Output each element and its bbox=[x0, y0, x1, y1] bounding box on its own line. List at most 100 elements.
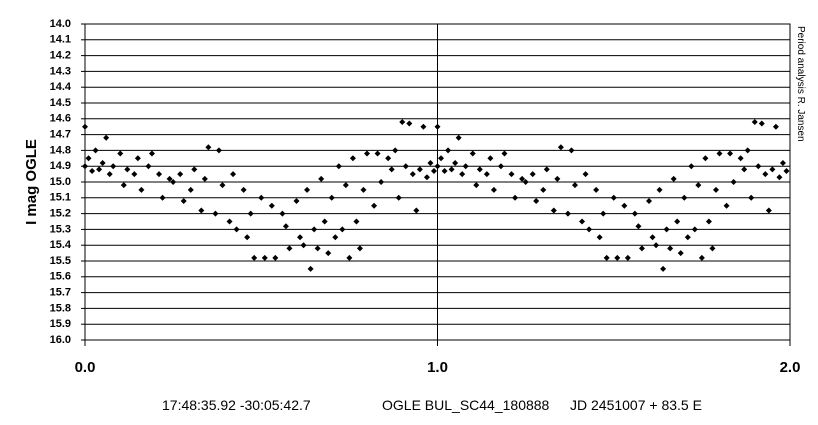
y-tick-label: 15.7 bbox=[50, 287, 71, 299]
data-point bbox=[603, 254, 610, 261]
data-point bbox=[120, 182, 127, 189]
data-point bbox=[297, 234, 304, 241]
y-axis-label: I mag OGLE bbox=[23, 139, 40, 225]
data-point bbox=[758, 120, 765, 127]
data-point bbox=[487, 155, 494, 162]
data-point bbox=[660, 265, 667, 272]
data-point bbox=[621, 202, 628, 209]
data-point bbox=[663, 226, 670, 233]
y-tick-label: 14.5 bbox=[50, 97, 71, 109]
data-point bbox=[649, 234, 656, 241]
data-point bbox=[667, 245, 674, 252]
footer-ephemeris: JD 2451007 + 83.5 E bbox=[570, 397, 702, 413]
y-tick-label: 15.2 bbox=[50, 208, 71, 220]
y-tick-label: 16.0 bbox=[50, 334, 71, 346]
data-point bbox=[681, 194, 688, 201]
data-point bbox=[610, 194, 617, 201]
data-point bbox=[201, 175, 208, 182]
data-point bbox=[392, 147, 399, 154]
data-point bbox=[727, 150, 734, 157]
data-point bbox=[445, 147, 452, 154]
data-point bbox=[170, 179, 177, 185]
data-point bbox=[674, 218, 681, 225]
data-point bbox=[360, 186, 367, 193]
data-point bbox=[395, 194, 402, 201]
data-point bbox=[328, 194, 335, 201]
data-point bbox=[438, 155, 445, 162]
data-point bbox=[748, 194, 755, 201]
data-point bbox=[519, 175, 526, 182]
data-point bbox=[99, 160, 106, 167]
data-point bbox=[765, 207, 772, 214]
data-point bbox=[279, 210, 286, 217]
data-point bbox=[730, 179, 737, 185]
data-point bbox=[430, 167, 437, 174]
data-point bbox=[741, 166, 748, 173]
data-point bbox=[769, 166, 776, 173]
data-point bbox=[304, 186, 311, 193]
data-point bbox=[378, 179, 385, 185]
data-point bbox=[230, 171, 237, 178]
data-point bbox=[346, 254, 353, 261]
data-point bbox=[409, 171, 416, 178]
y-tick-label: 14.7 bbox=[50, 129, 71, 141]
y-tick-label: 14.9 bbox=[50, 160, 71, 172]
data-point bbox=[413, 207, 420, 214]
data-point bbox=[550, 207, 557, 214]
data-point bbox=[762, 171, 769, 178]
data-point bbox=[635, 223, 642, 230]
data-point bbox=[423, 174, 430, 181]
data-point bbox=[420, 123, 427, 130]
y-tick-label: 15.1 bbox=[50, 192, 71, 204]
data-point bbox=[737, 155, 744, 162]
data-point bbox=[138, 186, 145, 193]
y-tick-label: 15.4 bbox=[50, 239, 72, 251]
data-point bbox=[103, 134, 110, 141]
data-point bbox=[695, 182, 702, 189]
data-point bbox=[653, 242, 660, 249]
data-point bbox=[744, 147, 751, 154]
data-point bbox=[117, 150, 124, 157]
data-point bbox=[646, 197, 652, 204]
y-tick-label: 14.8 bbox=[50, 144, 71, 156]
data-point bbox=[293, 197, 300, 204]
data-point bbox=[462, 163, 469, 170]
data-point bbox=[82, 123, 88, 130]
data-point bbox=[311, 226, 318, 233]
data-point bbox=[688, 163, 695, 170]
data-point bbox=[529, 171, 536, 178]
data-point bbox=[244, 234, 251, 241]
data-point bbox=[751, 118, 758, 125]
data-point bbox=[89, 167, 96, 174]
data-point bbox=[533, 197, 540, 204]
data-point bbox=[705, 218, 712, 225]
data-point bbox=[385, 155, 392, 162]
y-tick-label: 15.9 bbox=[50, 318, 71, 330]
data-point bbox=[483, 171, 490, 178]
data-point bbox=[282, 223, 289, 230]
data-point bbox=[251, 254, 258, 261]
data-point bbox=[459, 171, 466, 178]
data-point bbox=[124, 166, 131, 173]
data-point bbox=[779, 160, 786, 167]
data-point bbox=[512, 194, 519, 201]
data-point bbox=[325, 250, 332, 257]
data-point bbox=[399, 118, 406, 125]
data-point bbox=[339, 226, 346, 233]
y-tick-label: 15.6 bbox=[50, 271, 71, 283]
data-point bbox=[557, 144, 564, 151]
data-point bbox=[469, 150, 476, 157]
data-point bbox=[335, 163, 342, 170]
y-tick-label: 15.5 bbox=[50, 255, 71, 267]
data-point bbox=[434, 123, 441, 130]
data-point bbox=[145, 163, 152, 170]
data-point bbox=[187, 186, 194, 193]
data-point bbox=[318, 175, 325, 182]
x-tick-label: 2.0 bbox=[780, 359, 801, 376]
data-point bbox=[219, 182, 226, 189]
data-point bbox=[215, 147, 222, 154]
data-point bbox=[427, 160, 434, 167]
data-point bbox=[593, 186, 600, 193]
y-tick-label: 15.8 bbox=[50, 302, 71, 314]
